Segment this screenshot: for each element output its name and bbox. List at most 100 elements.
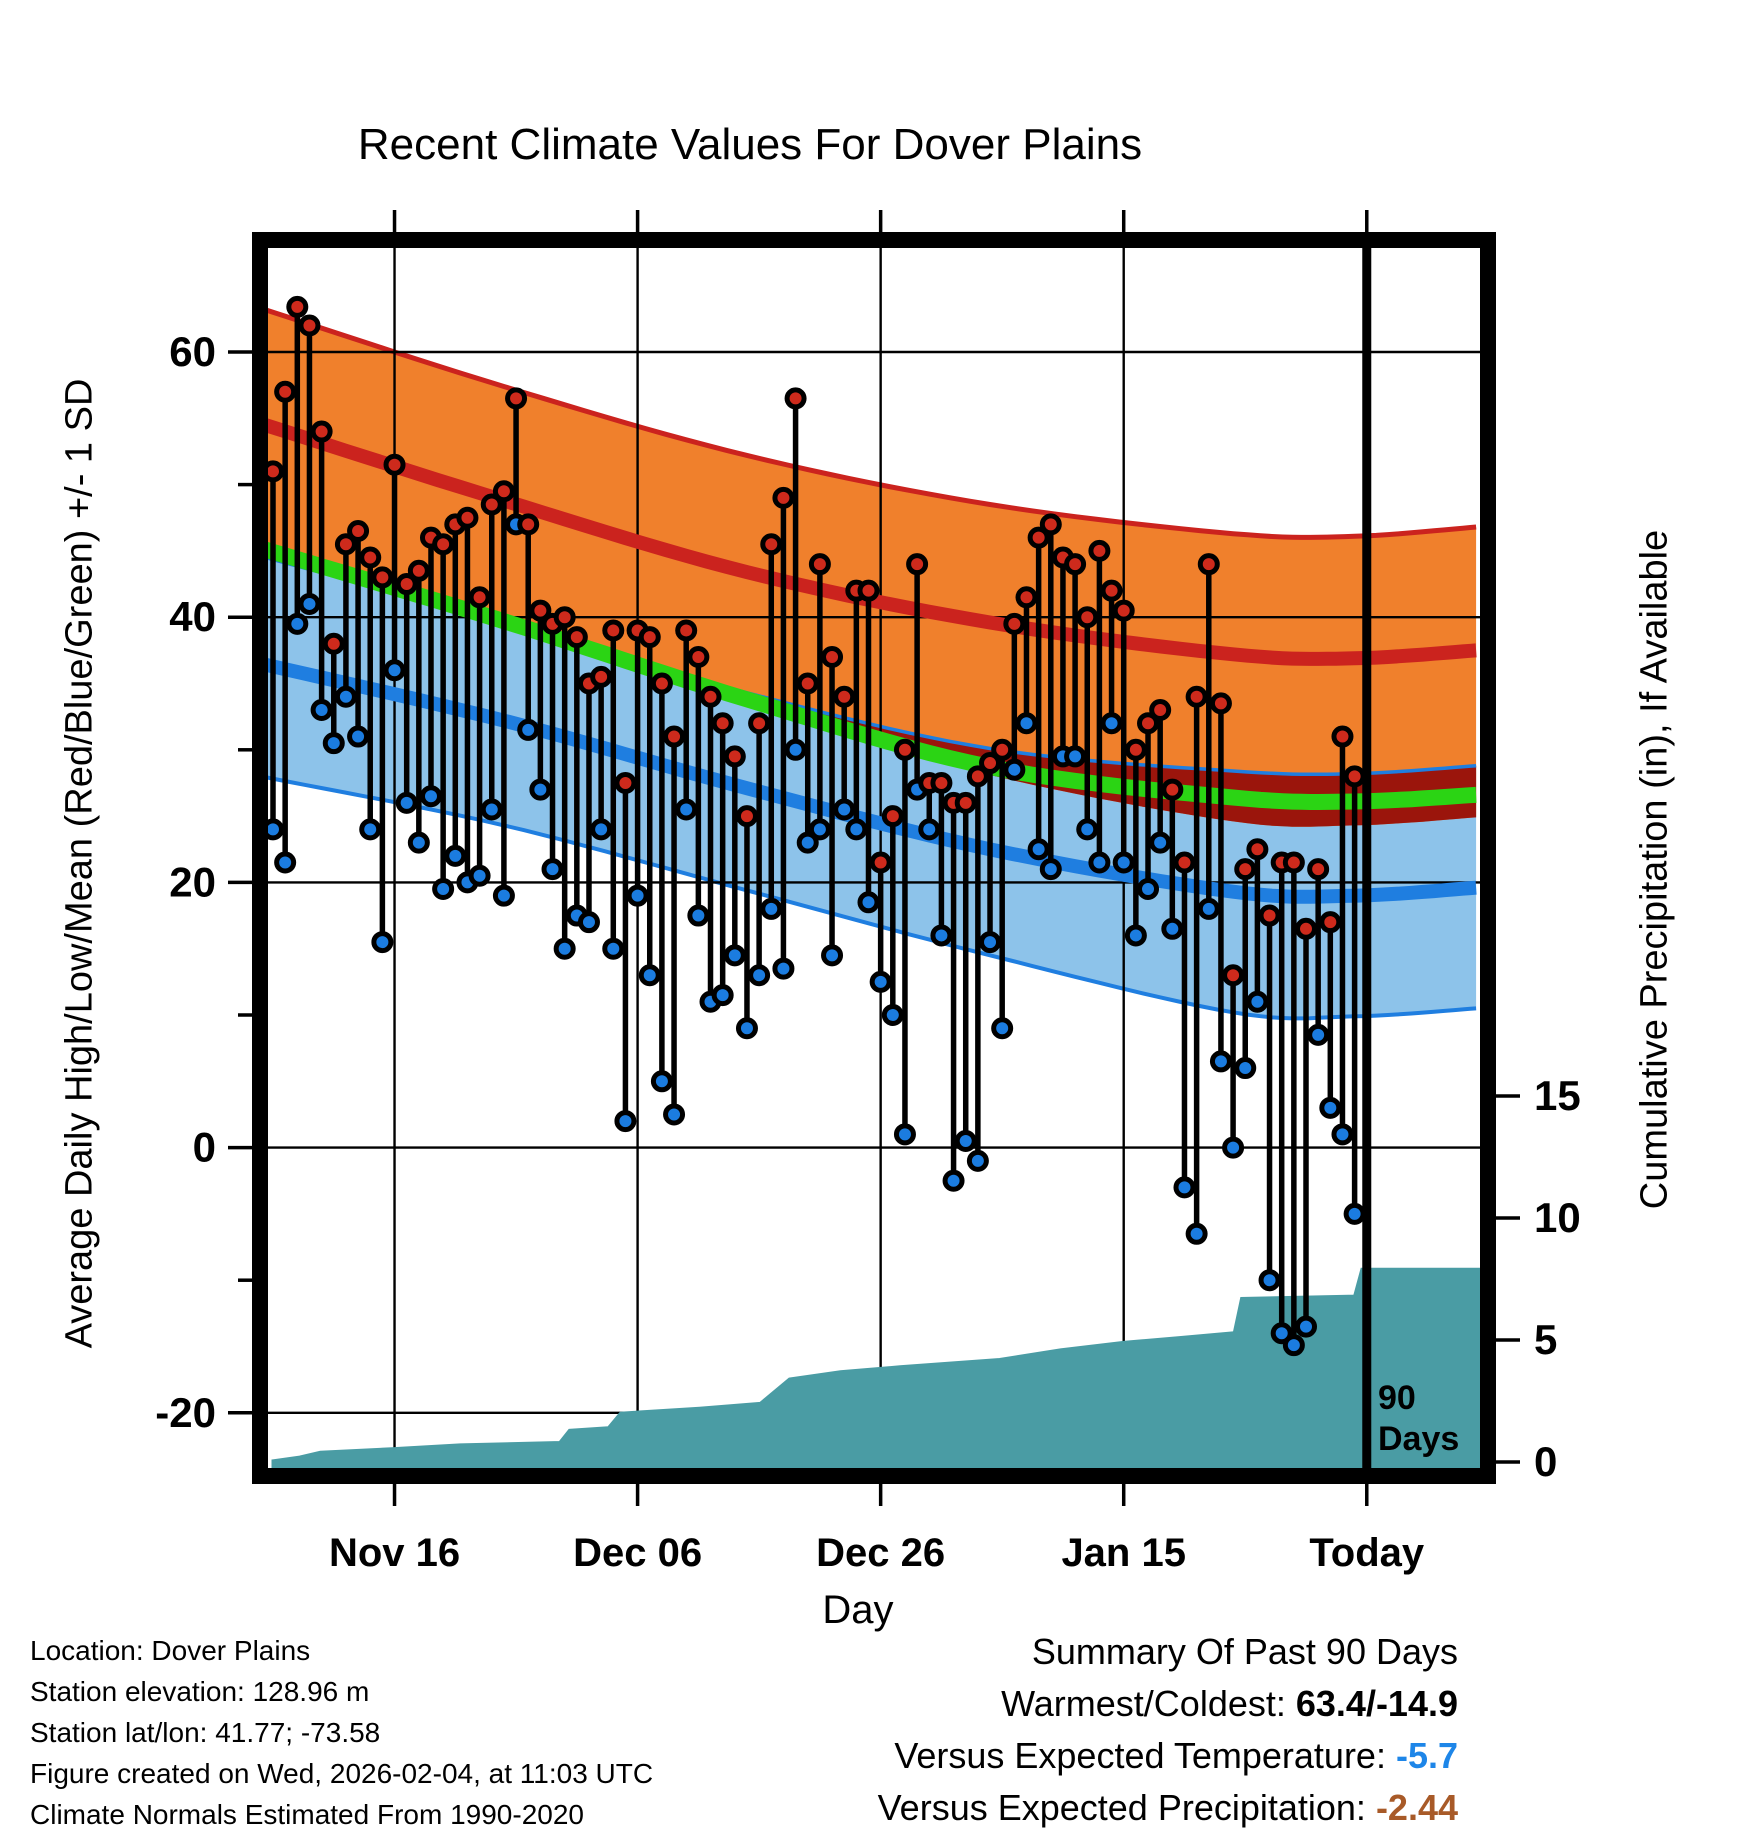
daily-low-dot <box>881 1004 904 1026</box>
daily-low-dot <box>1246 990 1269 1013</box>
daily-low-dot <box>1307 1023 1330 1046</box>
daily-high-dot <box>322 632 345 655</box>
daily-high-dot <box>1282 851 1305 874</box>
daily-high-dot <box>1039 513 1062 536</box>
daily-high-dot <box>310 420 333 443</box>
daily-high-dot <box>529 599 552 622</box>
daily-low-dot <box>650 1070 673 1093</box>
daily-high-dot <box>1124 738 1147 761</box>
y2-tick-label: 0 <box>1534 1438 1557 1485</box>
daily-high-dot <box>553 606 576 629</box>
daily-low-dot <box>541 858 564 881</box>
daily-high-dot <box>1003 612 1026 635</box>
high-band-top-edge <box>268 307 1477 540</box>
daily-high-dot <box>675 619 698 642</box>
summary-vs-precipitation-label: Versus Expected Precipitation: <box>877 1787 1376 1828</box>
daily-low-dot <box>432 878 455 901</box>
daily-high-dot <box>480 493 503 516</box>
daily-high-dot <box>268 460 284 483</box>
daily-high-dot <box>930 771 953 794</box>
daily-high-dot <box>383 453 406 476</box>
daily-low-dot <box>1064 745 1087 768</box>
daily-low-dot <box>1100 712 1123 735</box>
daily-high-dot <box>1209 692 1232 715</box>
daily-high-dot <box>954 791 977 814</box>
high-temp-band <box>268 310 1477 827</box>
y-tick-label: 0 <box>193 1124 216 1171</box>
daily-low-dot <box>1124 924 1147 947</box>
daily-high-dot <box>638 626 661 649</box>
daily-high-dot <box>565 626 588 649</box>
daily-high-dot <box>334 533 357 556</box>
daily-low-dot <box>723 944 746 967</box>
daily-low-dot <box>942 1169 965 1192</box>
daily-low-dot <box>590 818 613 841</box>
summary-vs-precipitation-value: -2.44 <box>1375 1787 1458 1828</box>
daily-low-dot <box>517 718 540 741</box>
daily-low-dot <box>1331 1123 1354 1146</box>
daily-low-dot <box>893 1123 916 1146</box>
daily-low-dot <box>1295 1315 1318 1338</box>
daily-low-dot <box>1076 818 1099 841</box>
daily-low-dot <box>833 798 856 821</box>
daily-high-dot <box>1258 904 1281 927</box>
daily-high-dot <box>857 579 880 602</box>
daily-low-dot <box>614 1110 637 1133</box>
summary-vs-temperature-value: -5.7 <box>1395 1735 1458 1776</box>
daily-low-dot <box>1197 897 1220 920</box>
daily-low-dot <box>1015 712 1038 735</box>
daily-low-dot <box>760 897 783 920</box>
daily-low-dot <box>991 1017 1014 1040</box>
daily-high-dot <box>1064 553 1087 576</box>
daily-high-dot <box>650 672 673 695</box>
daily-low-dot <box>663 1103 686 1126</box>
summary-vs-temperature-label: Versus Expected Temperature: <box>894 1735 1396 1776</box>
summary-vs-precipitation: Versus Expected Precipitation: -2.44 <box>878 1782 1458 1828</box>
daily-low-dot <box>334 685 357 708</box>
ninety-days-annotation: 90 Days <box>1378 1378 1459 1460</box>
daily-low-dot <box>954 1129 977 1152</box>
summary-warmest-coldest: Warmest/Coldest: 63.4/-14.9 <box>878 1678 1458 1730</box>
footer-latlon: Station lat/lon: 41.77; -73.58 <box>30 1717 381 1748</box>
daily-low-dot <box>1149 831 1172 854</box>
daily-high-dot <box>492 480 515 503</box>
y2-tick-label: 15 <box>1534 1072 1581 1119</box>
daily-high-dot <box>1246 838 1269 861</box>
daily-low-dot <box>1282 1334 1305 1357</box>
cumulative-precip-area <box>271 1267 1480 1468</box>
daily-low-dot <box>918 818 941 841</box>
daily-low-dot <box>602 937 625 960</box>
daily-low-dot <box>468 864 491 887</box>
y-tick-label: 40 <box>169 593 216 640</box>
daily-high-dot <box>456 506 479 529</box>
daily-high-dot <box>347 520 370 543</box>
daily-low-dot <box>1234 1057 1257 1080</box>
summary-warmest-coldest-value: 63.4/-14.9 <box>1295 1683 1458 1724</box>
daily-low-dot <box>371 931 394 954</box>
plot-area <box>268 248 1480 1468</box>
footer-normals: Climate Normals Estimated From 1990-2020 <box>30 1799 584 1828</box>
daily-high-dot <box>1173 851 1196 874</box>
daily-high-dot <box>614 771 637 794</box>
daily-high-dot <box>359 546 382 569</box>
daily-high-dot <box>517 513 540 536</box>
y-axis-label-right: Cumulative Precipitation (in), If Availa… <box>1633 529 1676 1210</box>
y-axis-label-left: Average Daily High/Low/Mean (Red/Blue/Gr… <box>58 378 101 1349</box>
daily-low-dot <box>395 791 418 814</box>
daily-low-dot <box>1270 1322 1293 1345</box>
daily-low-dot <box>748 964 771 987</box>
daily-low-dot <box>1185 1222 1208 1245</box>
daily-high-dot <box>371 566 394 589</box>
daily-low-dot <box>274 851 297 874</box>
daily-low-dot <box>553 937 576 960</box>
daily-low-dot <box>857 891 880 914</box>
daily-low-dot <box>1003 758 1026 781</box>
plot-border <box>252 232 1496 1484</box>
daily-high-dot <box>1307 858 1330 881</box>
page-title: Recent Climate Values For Dover Plains <box>357 120 1143 169</box>
daily-high-dot <box>1137 712 1160 735</box>
daily-low-dot <box>845 818 868 841</box>
daily-low-dot <box>784 738 807 761</box>
summary-vs-temperature: Versus Expected Temperature: -5.7 <box>878 1730 1458 1782</box>
